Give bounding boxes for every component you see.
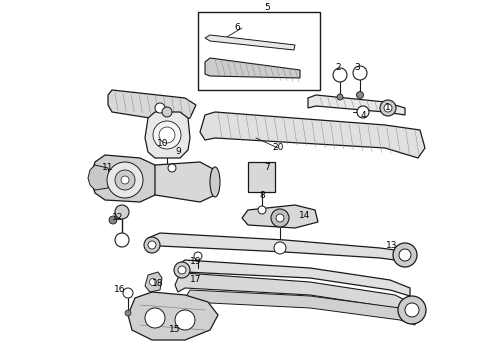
Text: 19: 19 [190, 257, 202, 266]
Circle shape [123, 288, 133, 298]
Text: 3: 3 [354, 63, 360, 72]
Circle shape [271, 209, 289, 227]
Ellipse shape [210, 167, 220, 197]
Circle shape [109, 216, 117, 224]
Polygon shape [205, 35, 295, 50]
Circle shape [175, 310, 195, 330]
Circle shape [357, 91, 364, 99]
Polygon shape [145, 272, 162, 292]
Polygon shape [175, 273, 415, 315]
Circle shape [353, 66, 367, 80]
Text: 9: 9 [175, 148, 181, 157]
Circle shape [393, 243, 417, 267]
Polygon shape [145, 233, 410, 262]
Polygon shape [205, 58, 300, 78]
Circle shape [194, 252, 202, 260]
Text: 5: 5 [264, 4, 270, 13]
Text: 13: 13 [386, 240, 398, 249]
Polygon shape [242, 205, 318, 228]
Circle shape [380, 100, 396, 116]
Circle shape [145, 308, 165, 328]
Circle shape [162, 107, 172, 117]
Circle shape [357, 106, 369, 118]
Circle shape [333, 68, 347, 82]
Polygon shape [108, 90, 196, 122]
Circle shape [125, 310, 131, 316]
Circle shape [159, 127, 175, 143]
Text: 10: 10 [157, 139, 169, 148]
Text: 2: 2 [335, 63, 341, 72]
Polygon shape [155, 162, 215, 202]
Polygon shape [88, 165, 110, 190]
Text: 8: 8 [259, 190, 265, 199]
Bar [198, 12, 320, 90]
Circle shape [174, 262, 190, 278]
Polygon shape [128, 292, 218, 340]
Circle shape [115, 170, 135, 190]
Text: 4: 4 [360, 111, 366, 120]
Circle shape [107, 162, 143, 198]
Circle shape [274, 242, 286, 254]
Circle shape [258, 206, 266, 214]
Circle shape [276, 214, 284, 222]
Text: 18: 18 [152, 279, 164, 288]
Circle shape [405, 303, 419, 317]
Polygon shape [308, 95, 405, 115]
Circle shape [121, 176, 129, 184]
Circle shape [115, 233, 129, 247]
Text: 14: 14 [299, 211, 311, 220]
Text: 12: 12 [112, 213, 123, 222]
Circle shape [398, 296, 426, 324]
Circle shape [178, 266, 186, 274]
Circle shape [155, 103, 165, 113]
Polygon shape [200, 112, 425, 158]
Text: 11: 11 [102, 163, 114, 172]
Circle shape [399, 249, 411, 261]
Circle shape [337, 94, 343, 100]
Text: 15: 15 [169, 325, 181, 334]
Circle shape [144, 237, 160, 253]
Polygon shape [90, 155, 158, 202]
Text: 1: 1 [385, 104, 391, 112]
Circle shape [168, 164, 176, 172]
Circle shape [149, 279, 156, 285]
Text: 7: 7 [264, 163, 270, 172]
Circle shape [384, 104, 392, 112]
Text: 17: 17 [190, 275, 202, 284]
Polygon shape [145, 112, 190, 158]
Polygon shape [248, 162, 275, 192]
Circle shape [153, 121, 181, 149]
Polygon shape [185, 290, 415, 325]
Text: 6: 6 [234, 23, 240, 32]
Text: 20: 20 [272, 144, 284, 153]
Polygon shape [175, 260, 410, 296]
Circle shape [115, 205, 129, 219]
Text: 16: 16 [114, 285, 126, 294]
Circle shape [148, 241, 156, 249]
